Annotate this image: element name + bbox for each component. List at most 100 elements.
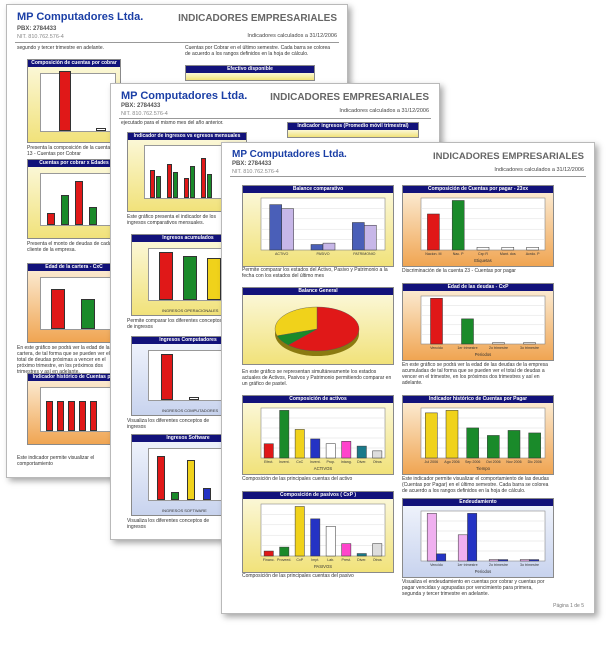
bar — [322, 242, 336, 251]
x-axis-label: INGRESOS COMPUTADORES — [162, 408, 219, 413]
intro-right: Cuentas por Cobrar en el último semestre… — [185, 45, 331, 57]
chart-edad-deudas: Vencido 1er trimestre 2o trimestre 3o trime… — [420, 295, 546, 357]
panel-comp-pagar: Composición de Cuentas por pagar - 23xx … — [402, 185, 554, 267]
panel-edad-deudas: Edad de las deudas - CxP Vencido 1er trim… — [402, 283, 554, 361]
tick-label: Jul 2006 — [425, 460, 439, 464]
tick-label: 1er trimestre — [457, 563, 477, 567]
bar — [173, 172, 178, 198]
bar — [519, 559, 530, 562]
plot-area — [420, 510, 546, 562]
panel-title: Indicador ingresos (Promedio móvil trime… — [288, 123, 418, 130]
bar — [467, 513, 478, 562]
panel-title: Balance General — [243, 288, 393, 295]
bar — [372, 450, 383, 459]
panel-title: Cuentas por cobrar x Edades — [28, 160, 120, 167]
bar — [89, 207, 97, 225]
tick-label: Invent. — [279, 460, 290, 464]
x-axis-label: Periodos — [475, 569, 492, 574]
text-ing-acumulados: Permite comparar los diferentes concepto… — [127, 318, 223, 330]
panel-title: Indicador histórico de Cuentas por Pagar — [403, 396, 553, 403]
panel-comp-cobrar: Composición de cuentas por cobrar — [27, 59, 121, 143]
chart-comp-activos: Efect. Invent. CxC Invent. Prop. Intang. Diver… — [260, 407, 386, 471]
bar — [529, 559, 540, 562]
panel-hist-pagar: Indicador histórico de Cuentas por Pagar… — [402, 395, 554, 475]
tick-label: CxP — [296, 558, 303, 562]
bar — [352, 222, 365, 251]
bar — [476, 247, 490, 251]
bar — [159, 252, 173, 300]
bar — [187, 460, 195, 500]
bar — [507, 430, 521, 459]
x-axis-label: INGRESOS OPERACIONALES — [162, 308, 219, 313]
report-title: INDICADORES EMPRESARIALES — [433, 151, 584, 162]
text-ing-computadores: Visualiza los diferentes conceptos de in… — [127, 418, 210, 430]
text-ing-software: Visualiza los diferentes conceptos de in… — [127, 518, 210, 530]
tick-label: Otros — [373, 558, 382, 562]
bar — [356, 445, 367, 459]
x-axis-label: ACTIVOS — [314, 466, 333, 471]
x-axis-label: Periodos — [475, 352, 492, 357]
bar — [61, 195, 69, 225]
panel-title: Composición de pasivos ( CxP ) — [243, 492, 393, 499]
bar — [281, 208, 294, 251]
bar — [57, 401, 64, 431]
company-name: MP Computadores Ltda. — [232, 149, 347, 160]
panel-title: Ingresos Software — [132, 435, 244, 442]
text-cuentas-edades: Presenta el monto de deudas de cada clie… — [27, 241, 112, 253]
bar — [461, 318, 474, 345]
tick-label: ACTIVO — [275, 252, 289, 256]
bar — [269, 204, 282, 251]
company-nit: NIT. 810.762.576-4 — [17, 34, 64, 40]
bar — [466, 427, 479, 459]
bar — [156, 176, 161, 198]
text-ing-gastos: Este gráfico presenta el indicador de lo… — [127, 214, 216, 226]
tick-label: Financ. — [263, 558, 275, 562]
plot-area — [420, 407, 546, 459]
company-pbx: PBX: 2784433 — [121, 103, 161, 109]
text-comp-cobrar: Presenta la composición de la cuenta 13 … — [27, 145, 111, 157]
bar — [451, 200, 465, 251]
bar — [310, 518, 321, 557]
bar — [356, 553, 367, 557]
panel-endeudamiento: Endeudamiento Vencido 1er trimestre 2o tri… — [402, 498, 554, 578]
bar — [445, 410, 459, 459]
text-comp-pagar: Discriminación de la cuenta 23 - Cuentas… — [402, 268, 516, 274]
bar — [364, 224, 377, 251]
pie-slice — [287, 306, 360, 352]
header-divider — [119, 118, 431, 119]
header-divider — [230, 176, 586, 177]
bar — [81, 299, 95, 329]
panel-comp-pasivos: Composición de pasivos ( CxP ) Financ. Pr… — [242, 491, 394, 573]
tick-label: Otros — [373, 460, 382, 464]
text-edad-cartera: En este gráfico se podrá ver la edad de … — [17, 345, 110, 375]
bar — [488, 559, 499, 562]
tick-label: Oct 2006 — [486, 460, 501, 464]
tick-label: Vencido — [430, 563, 443, 567]
bar — [523, 342, 536, 345]
chart-balance-comparativo: ACTIVO PASIVO PATRIMONIO — [260, 197, 386, 256]
bar — [90, 401, 97, 431]
bar — [528, 432, 541, 459]
bar — [183, 256, 197, 300]
tick-label: Proveed. — [277, 558, 291, 562]
report-date: Indicadores calculados a 31/12/2006 — [247, 33, 337, 39]
text-endeudamiento: Visualiza el endeudamiento en cuentas po… — [402, 579, 545, 597]
bar — [341, 543, 352, 557]
bar — [46, 401, 53, 431]
x-axis-label: Tiempo — [476, 466, 490, 471]
panel-title: Endeudamiento — [403, 499, 553, 506]
pie-slice — [274, 306, 318, 337]
panel-title: Composición de Cuentas por pagar - 23xx — [403, 186, 553, 193]
chart-comp-pagar: Nacion. M Nac. P Cxp R Mant. dos Acrdo. P Eti… — [420, 197, 546, 263]
tick-label: Nacion. M — [425, 252, 441, 256]
x-axis-label: Etiquetas — [474, 258, 491, 263]
tick-label: Mant. dos — [500, 252, 516, 256]
panel-comp-activos: Composición de activos Efect. Invent. CxC I… — [242, 395, 394, 475]
panel-ing-promedio: Indicador ingresos (Promedio móvil trime… — [287, 122, 419, 138]
bar — [526, 247, 539, 251]
tick-label: Nac. P — [453, 252, 464, 256]
bar-a-deudor — [59, 71, 71, 131]
bar — [51, 289, 65, 329]
tick-label: Efect. — [264, 460, 273, 464]
bar — [325, 443, 336, 459]
